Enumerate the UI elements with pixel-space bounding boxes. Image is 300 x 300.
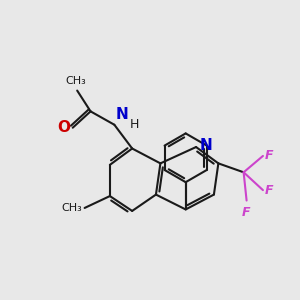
Text: H: H (130, 118, 139, 131)
Text: CH₃: CH₃ (61, 203, 82, 213)
Text: O: O (57, 120, 70, 135)
Text: F: F (264, 184, 273, 197)
Text: F: F (242, 206, 250, 219)
Text: CH₃: CH₃ (65, 76, 86, 86)
Text: N: N (116, 107, 129, 122)
Text: F: F (264, 149, 273, 162)
Text: N: N (200, 138, 212, 153)
